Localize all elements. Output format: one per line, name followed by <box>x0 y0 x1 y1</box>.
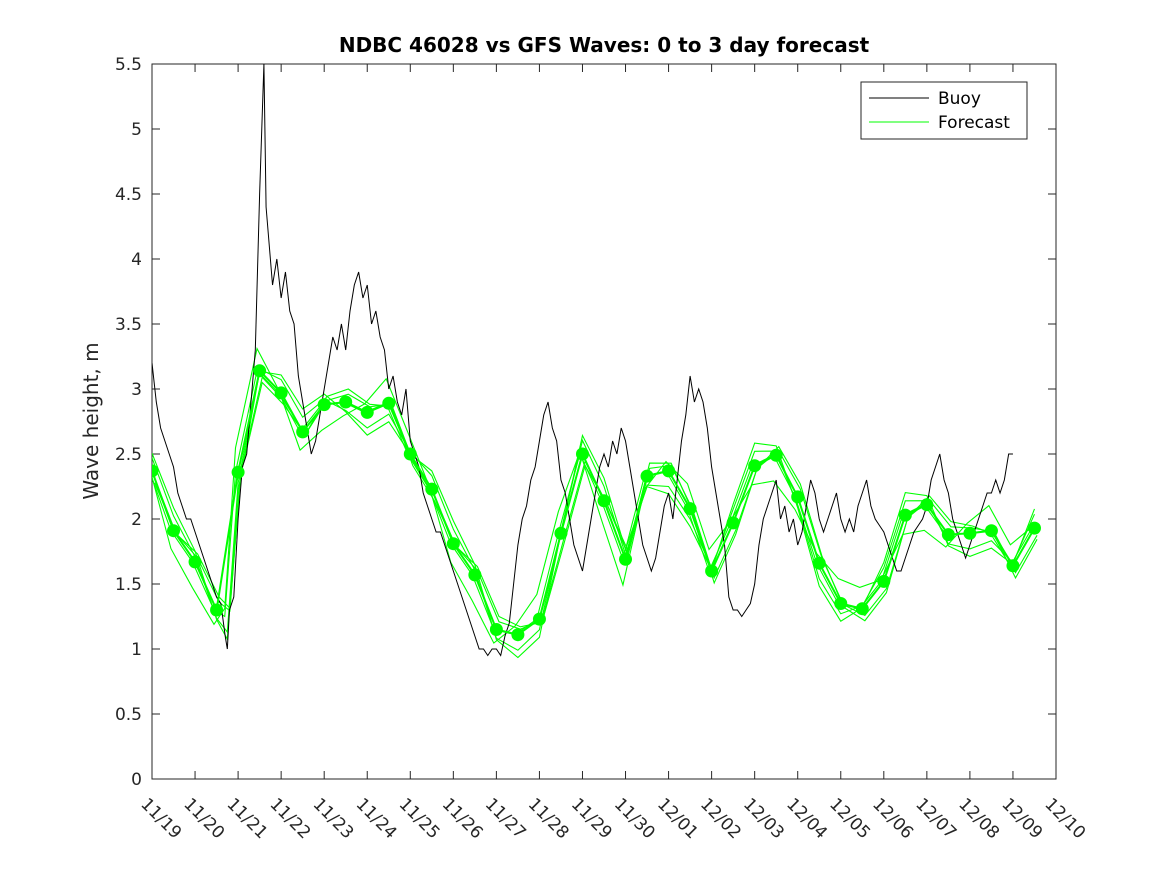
forecast-marker <box>468 568 482 582</box>
forecast-marker <box>791 490 805 504</box>
forecast-marker <box>1027 521 1041 535</box>
forecast-marker <box>382 396 396 410</box>
y-tick-label: 3 <box>131 380 142 400</box>
forecast-marker <box>532 612 546 626</box>
forecast-marker <box>403 447 417 461</box>
forecast-marker <box>511 628 525 642</box>
forecast-marker <box>554 526 568 540</box>
y-tick-label: 1.5 <box>115 575 142 595</box>
forecast-marker <box>360 405 374 419</box>
forecast-marker <box>253 364 267 378</box>
forecast-marker <box>317 398 331 412</box>
forecast-line <box>152 368 1035 651</box>
y-tick-label: 0.5 <box>115 705 142 725</box>
forecast-marker <box>210 603 224 617</box>
forecast-marker <box>425 482 439 496</box>
y-tick-label: 3.5 <box>115 315 142 335</box>
forecast-marker <box>920 498 934 512</box>
y-tick-label: 1 <box>131 640 142 660</box>
legend: Buoy Forecast <box>860 81 1028 140</box>
y-tick-label: 0 <box>131 770 142 790</box>
forecast-marker <box>152 464 159 478</box>
forecast-marker <box>339 395 353 409</box>
y-tick-label: 4 <box>131 250 142 270</box>
forecast-marker <box>1006 559 1020 573</box>
chart-title: NDBC 46028 vs GFS Waves: 0 to 3 day fore… <box>339 33 870 57</box>
y-tick-label: 2.5 <box>115 445 142 465</box>
forecast-marker <box>640 469 654 483</box>
forecast-mean-line <box>152 368 1036 636</box>
forecast-marker <box>446 537 460 551</box>
forecast-marker <box>188 555 202 569</box>
forecast-marker <box>231 465 245 479</box>
legend-label-buoy: Buoy <box>938 89 981 109</box>
forecast-marker <box>296 425 310 439</box>
forecast-marker <box>726 516 740 530</box>
forecast-marker <box>662 464 676 478</box>
forecast-marker <box>941 528 955 542</box>
forecast-marker <box>489 623 503 636</box>
legend-label-forecast: Forecast <box>938 113 1010 133</box>
forecast-marker <box>898 508 912 522</box>
forecast-marker <box>812 556 826 570</box>
forecast-marker <box>683 502 697 516</box>
buoy-line <box>152 64 1013 657</box>
forecast-marker <box>274 386 288 400</box>
forecast-marker <box>834 597 848 610</box>
forecast-marker <box>167 524 181 538</box>
forecast-marker <box>705 564 719 578</box>
y-tick-label: 5.5 <box>115 55 142 75</box>
forecast-marker <box>855 602 869 616</box>
forecast-marker <box>769 448 783 462</box>
y-tick-label: 5 <box>131 120 142 140</box>
forecast-marker <box>877 574 891 588</box>
forecast-marker <box>984 524 998 538</box>
forecast-marker <box>597 494 611 508</box>
y-axis-label: Wave height, m <box>79 342 103 499</box>
plot-series-group <box>152 64 1041 659</box>
forecast-line <box>152 370 1035 659</box>
forecast-marker <box>575 447 589 461</box>
legend-box <box>860 81 1028 140</box>
y-tick-label: 2 <box>131 510 142 530</box>
plot-area-frame <box>151 63 1057 780</box>
forecast-marker <box>748 459 762 473</box>
y-tick-label: 4.5 <box>115 185 142 205</box>
forecast-marker <box>619 552 633 566</box>
forecast-marker <box>963 526 977 540</box>
